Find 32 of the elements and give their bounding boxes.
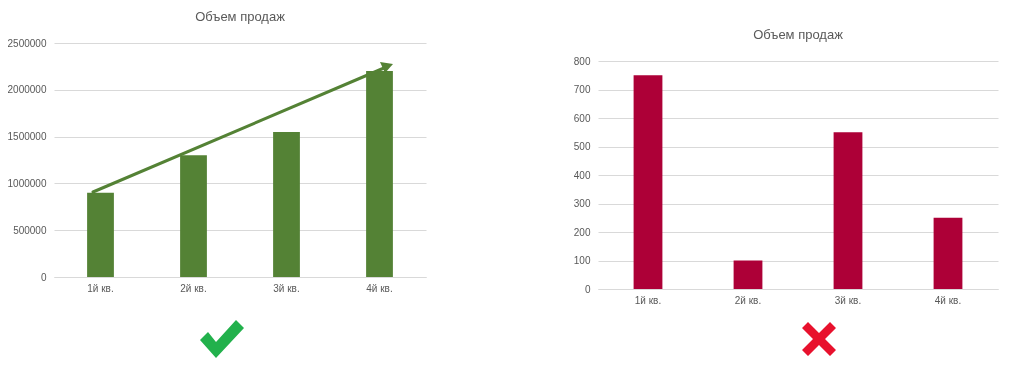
y-tick-label: 500000 xyxy=(13,224,47,236)
x-tick-label: 4й кв. xyxy=(934,294,962,306)
x-tick-label: 1й кв. xyxy=(634,294,662,306)
y-tick-label: 0 xyxy=(40,271,47,283)
chart-title: Объем продаж xyxy=(753,27,844,42)
bar xyxy=(273,131,300,277)
y-tick-label: 700 xyxy=(573,84,591,95)
bar xyxy=(733,260,763,289)
x-tick-label: 3й кв. xyxy=(273,282,300,294)
bar xyxy=(933,217,963,289)
bar xyxy=(180,155,207,277)
y-tick-label: 1000000 xyxy=(7,177,47,189)
y-tick-label: 800 xyxy=(573,55,591,67)
y-tick-label: 500 xyxy=(573,141,591,152)
y-tick-label: 100 xyxy=(573,255,591,266)
y-tick-label: 300 xyxy=(573,198,591,209)
x-tick-label: 1й кв. xyxy=(87,282,114,294)
chart-title: Объем продаж xyxy=(195,9,286,24)
bar xyxy=(87,192,114,277)
y-tick-label: 200 xyxy=(573,226,591,238)
y-tick-label: 1500000 xyxy=(7,131,47,143)
y-tick-label: 600 xyxy=(573,112,591,124)
y-tick-label: 400 xyxy=(573,169,591,181)
x-tick-label: 4й кв. xyxy=(366,282,393,294)
x-tick-label: 2й кв. xyxy=(734,294,762,306)
x-tick-label: 3й кв. xyxy=(834,294,862,306)
y-tick-label: 0 xyxy=(584,283,591,295)
y-tick-label: 2500000 xyxy=(7,37,47,49)
bar xyxy=(833,132,863,289)
x-tick-label: 2й кв. xyxy=(180,282,207,294)
y-tick-label: 2000000 xyxy=(7,84,47,96)
bar xyxy=(633,75,663,289)
